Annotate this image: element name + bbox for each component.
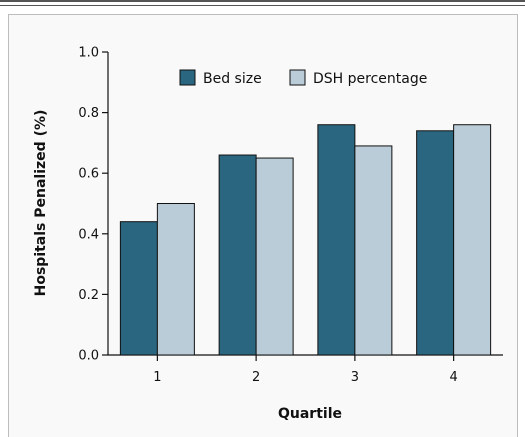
legend-swatch-dsh-percentage bbox=[289, 69, 306, 86]
bar-dsh-percentage-q3 bbox=[354, 145, 393, 356]
bar-dsh-percentage-q4 bbox=[453, 124, 492, 356]
y-tick-label: 0.0 bbox=[78, 349, 99, 364]
x-axis-title: Quartile bbox=[278, 406, 342, 422]
x-tick-label: 2 bbox=[252, 370, 260, 385]
x-tick-label: 1 bbox=[153, 370, 161, 385]
y-tick-label: 0.8 bbox=[78, 106, 99, 121]
legend-swatch-bed-size bbox=[179, 69, 196, 86]
y-tick-label: 0.2 bbox=[78, 288, 99, 303]
legend-label-bed-size: Bed size bbox=[203, 71, 262, 87]
y-tick-label: 0.4 bbox=[78, 227, 99, 242]
y-ticks: 0.0 0.2 0.4 0.6 0.8 1.0 bbox=[78, 46, 108, 364]
bar-bed-size-q1 bbox=[119, 221, 158, 356]
x-ticks: 1 2 3 4 bbox=[153, 355, 458, 385]
bar-bed-size-q2 bbox=[218, 154, 257, 356]
y-axis-title: Hospitals Penalized (%) bbox=[33, 110, 49, 297]
bar-dsh-percentage-q1 bbox=[156, 203, 195, 356]
x-tick-label: 3 bbox=[351, 370, 359, 385]
legend-label-dsh-percentage: DSH percentage bbox=[313, 71, 427, 87]
top-rule-thin bbox=[0, 5, 525, 6]
bars bbox=[119, 124, 492, 356]
y-tick-label: 1.0 bbox=[78, 46, 99, 61]
x-tick-label: 4 bbox=[449, 370, 457, 385]
bar-bed-size-q3 bbox=[317, 124, 356, 356]
bar-dsh-percentage-q2 bbox=[255, 157, 294, 356]
y-tick-label: 0.6 bbox=[78, 167, 99, 182]
bar-bed-size-q4 bbox=[416, 130, 455, 356]
legend: Bed size DSH percentage bbox=[179, 69, 427, 87]
top-rule bbox=[0, 0, 525, 2]
